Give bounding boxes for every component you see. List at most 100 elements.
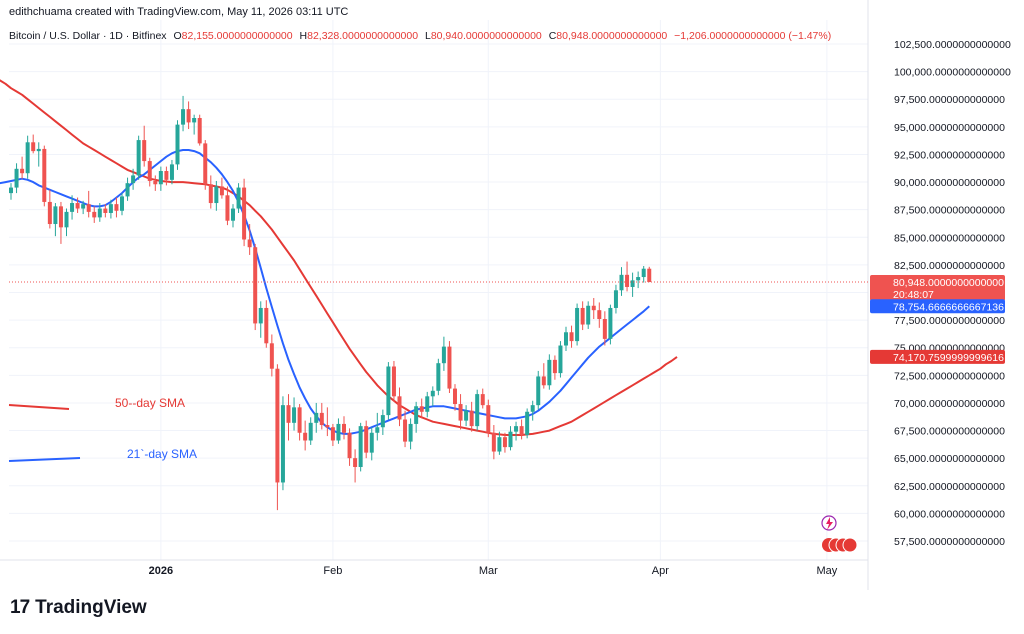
flash-icon xyxy=(826,517,833,530)
candle-body xyxy=(86,204,91,212)
ohlc-open-value: 82,155.0000000000000 xyxy=(181,30,293,42)
candle-body xyxy=(64,211,69,228)
sma-lines xyxy=(0,79,678,436)
ohlc-high-value: 82,328.0000000000000 xyxy=(307,30,419,42)
y-tick-label: 95,000.0000000000000 xyxy=(894,122,1005,134)
candle-body xyxy=(197,117,202,144)
candle-body xyxy=(403,419,408,442)
chart-grid xyxy=(0,0,869,590)
candle-body xyxy=(297,407,302,433)
candle-body xyxy=(53,206,58,225)
candle-body xyxy=(486,405,491,433)
candle-body xyxy=(330,427,335,441)
candle-body xyxy=(70,203,75,212)
candle-body xyxy=(386,366,391,416)
candle-body xyxy=(120,196,124,211)
x-tick-label: Feb xyxy=(323,565,342,577)
candle-body xyxy=(314,412,319,423)
candle-body xyxy=(641,268,646,278)
candle-body xyxy=(514,426,519,432)
candle-body xyxy=(92,211,97,218)
y-tick-label: 92,500.0000000000000 xyxy=(894,149,1005,161)
x-tick-label: Apr xyxy=(652,565,669,577)
candle-body xyxy=(269,343,274,369)
candle-body xyxy=(613,290,618,308)
y-tick-label: 62,500.0000000000000 xyxy=(894,481,1005,493)
ohlc-low-label: L xyxy=(424,30,431,42)
sma50-price-tag-text: 74,170.7599999999616 xyxy=(893,352,1004,364)
candle-body xyxy=(181,109,186,125)
candle-body xyxy=(342,423,346,433)
ohlc-close-value: 80,948.0000000000000 xyxy=(556,30,668,42)
candle-body xyxy=(425,396,430,412)
candle-body xyxy=(458,404,463,421)
candle-body xyxy=(541,376,546,386)
candle-body xyxy=(391,366,396,397)
candlestick-series xyxy=(9,95,652,511)
candle-body xyxy=(125,183,130,197)
candle-body xyxy=(14,168,19,188)
candle-body xyxy=(175,124,180,165)
symbol-bar[interactable]: Bitcoin / U.S. Dollar · 1D · Bitfinex O8… xyxy=(9,30,831,42)
candle-body xyxy=(81,204,86,209)
candle-body xyxy=(586,305,591,325)
candle-body xyxy=(408,423,413,442)
candle-body xyxy=(347,432,352,459)
y-tick-label: 87,500.0000000000000 xyxy=(894,205,1005,217)
candle-body xyxy=(491,432,496,452)
y-tick-label: 90,000.0000000000000 xyxy=(894,177,1005,189)
event-icons[interactable] xyxy=(821,515,858,553)
candle-body xyxy=(441,346,446,364)
candle-body xyxy=(636,277,641,281)
candle-body xyxy=(219,186,224,196)
y-tick-label: 100,000.0000000000000 xyxy=(894,67,1011,79)
candle-body xyxy=(136,140,141,176)
y-tick-label: 77,500.0000000000000 xyxy=(894,315,1005,327)
sma50-price-tag xyxy=(870,349,1005,364)
sma50-line xyxy=(0,79,678,436)
candle-body xyxy=(447,346,452,389)
candle-body xyxy=(169,164,174,180)
candle-body xyxy=(36,148,41,152)
ohlc-change: −1,206.0000000000000 (−1.47%) xyxy=(674,30,832,42)
legend-sma21-line xyxy=(8,457,81,462)
candle-body xyxy=(142,140,147,162)
candle-body xyxy=(236,187,241,209)
candle-body xyxy=(502,437,507,448)
legend-sma21: 21`-day SMA xyxy=(127,447,198,461)
candle-body xyxy=(625,274,630,287)
candle-body xyxy=(208,184,213,204)
candle-body xyxy=(619,274,624,291)
y-tick-label: 72,500.0000000000000 xyxy=(894,370,1005,382)
ohlc-open-label: O xyxy=(173,30,182,42)
y-tick-label: 97,500.0000000000000 xyxy=(894,94,1005,106)
tradingview-logo-icon: 17 xyxy=(10,597,30,618)
candle-body xyxy=(525,411,530,435)
candle-body xyxy=(186,109,191,123)
symbol-name[interactable]: Bitcoin / U.S. Dollar · 1D · Bitfinex xyxy=(9,30,167,42)
us-flag-icon-4 xyxy=(842,537,858,553)
last-price-tag-text: 80,948.0000000000000 xyxy=(893,277,1004,289)
candle-body xyxy=(114,204,119,211)
candle-body xyxy=(303,432,308,441)
candle-body xyxy=(20,168,25,174)
candle-body xyxy=(591,305,596,311)
candle-body xyxy=(597,310,602,320)
x-axis[interactable]: 2026 Feb Mar Apr May xyxy=(149,565,838,577)
candle-body xyxy=(308,422,313,441)
candle-body xyxy=(58,206,63,228)
candle-body xyxy=(325,425,330,428)
candle-body xyxy=(286,405,291,423)
tradingview-logo[interactable]: 17 TradingView xyxy=(10,597,147,619)
candle-body xyxy=(497,437,502,452)
candle-body xyxy=(258,307,263,324)
candle-body xyxy=(469,410,474,427)
candle-body xyxy=(475,394,480,427)
candle-body xyxy=(253,247,258,324)
candle-body xyxy=(536,376,541,406)
candle-body xyxy=(580,307,585,325)
last-price-tag xyxy=(870,275,1005,302)
candle-body xyxy=(430,390,435,397)
candle-body xyxy=(608,307,613,339)
